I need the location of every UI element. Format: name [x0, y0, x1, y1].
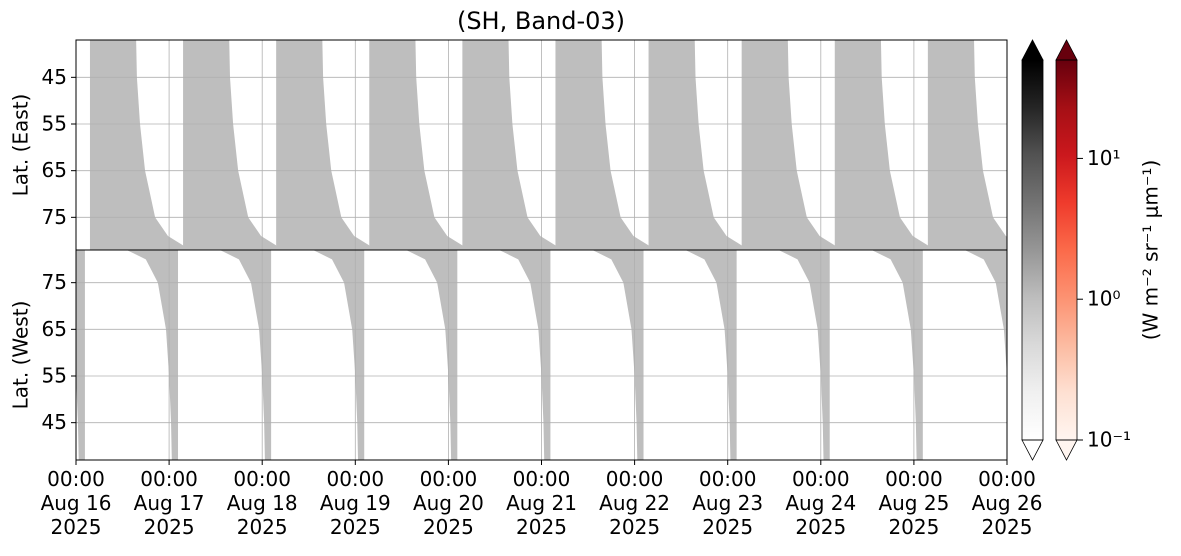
- x-tick-label: 00:00 Aug 23 2025: [692, 467, 764, 539]
- colorbar: [1056, 60, 1077, 440]
- swath: [462, 40, 558, 250]
- y-tick-label: 45: [42, 410, 67, 434]
- panel: [76, 250, 1007, 460]
- x-tick-label: 00:00 Aug 22 2025: [599, 467, 671, 539]
- swath: [555, 40, 651, 250]
- x-tick-label: 00:00 Aug 26 2025: [971, 467, 1043, 539]
- y-tick-label: 55: [42, 364, 67, 388]
- swath: [183, 40, 279, 250]
- y-tick-label: 45: [42, 65, 67, 89]
- colorbar-extend-high: [1021, 39, 1044, 61]
- y-tick-label: 75: [42, 270, 67, 294]
- y-axis-label: Lat. (East): [9, 94, 33, 197]
- swath: [369, 40, 465, 250]
- panel: [89, 40, 1007, 250]
- swath: [648, 40, 744, 250]
- swath: [741, 40, 837, 250]
- swath: [313, 250, 365, 460]
- swath: [927, 40, 1007, 250]
- colorbar-extend-low: [1055, 439, 1078, 461]
- swath: [592, 250, 644, 460]
- swath: [685, 250, 737, 460]
- colorbar-frame: [1055, 59, 1078, 441]
- swath: [126, 250, 179, 460]
- swath: [89, 40, 186, 250]
- chart-title: (SH, Band-03): [457, 7, 625, 35]
- swath: [499, 250, 551, 460]
- swath: [778, 250, 830, 460]
- swath: [219, 250, 272, 460]
- swath: [871, 250, 923, 460]
- colorbar-tick-label: 10⁰: [1087, 287, 1120, 311]
- y-tick-label: 65: [42, 317, 67, 341]
- colorbar-frame: [1021, 59, 1044, 441]
- x-tick-label: 00:00 Aug 17 2025: [133, 467, 205, 539]
- x-tick-label: 00:00 Aug 16 2025: [40, 467, 112, 539]
- x-tick-label: 00:00 Aug 21 2025: [506, 467, 577, 539]
- swath: [964, 250, 1007, 376]
- x-tick-label: 00:00 Aug 18 2025: [226, 467, 298, 539]
- colorbar-extend-high: [1055, 39, 1078, 61]
- colorbar: [1022, 60, 1043, 440]
- y-tick-label: 75: [42, 205, 67, 229]
- x-tick-label: 00:00 Aug 19 2025: [319, 467, 391, 539]
- x-tick-label: 00:00 Aug 24 2025: [785, 467, 857, 539]
- colorbar-extend-low: [1021, 439, 1044, 461]
- swath: [76, 250, 85, 460]
- colorbar-tick-label: 10⁻¹: [1087, 428, 1131, 452]
- x-tick-label: 00:00 Aug 20 2025: [412, 467, 484, 539]
- y-axis-label: Lat. (West): [9, 301, 33, 410]
- swath: [276, 40, 372, 250]
- colorbar-label: (W m⁻² sr⁻¹ μm⁻¹): [1139, 160, 1163, 341]
- y-tick-label: 65: [42, 158, 67, 182]
- swath: [834, 40, 930, 250]
- x-tick-label: 00:00 Aug 25 2025: [878, 467, 950, 539]
- swath: [406, 250, 458, 460]
- y-tick-label: 55: [42, 112, 67, 136]
- colorbar-tick-label: 10¹: [1087, 146, 1120, 170]
